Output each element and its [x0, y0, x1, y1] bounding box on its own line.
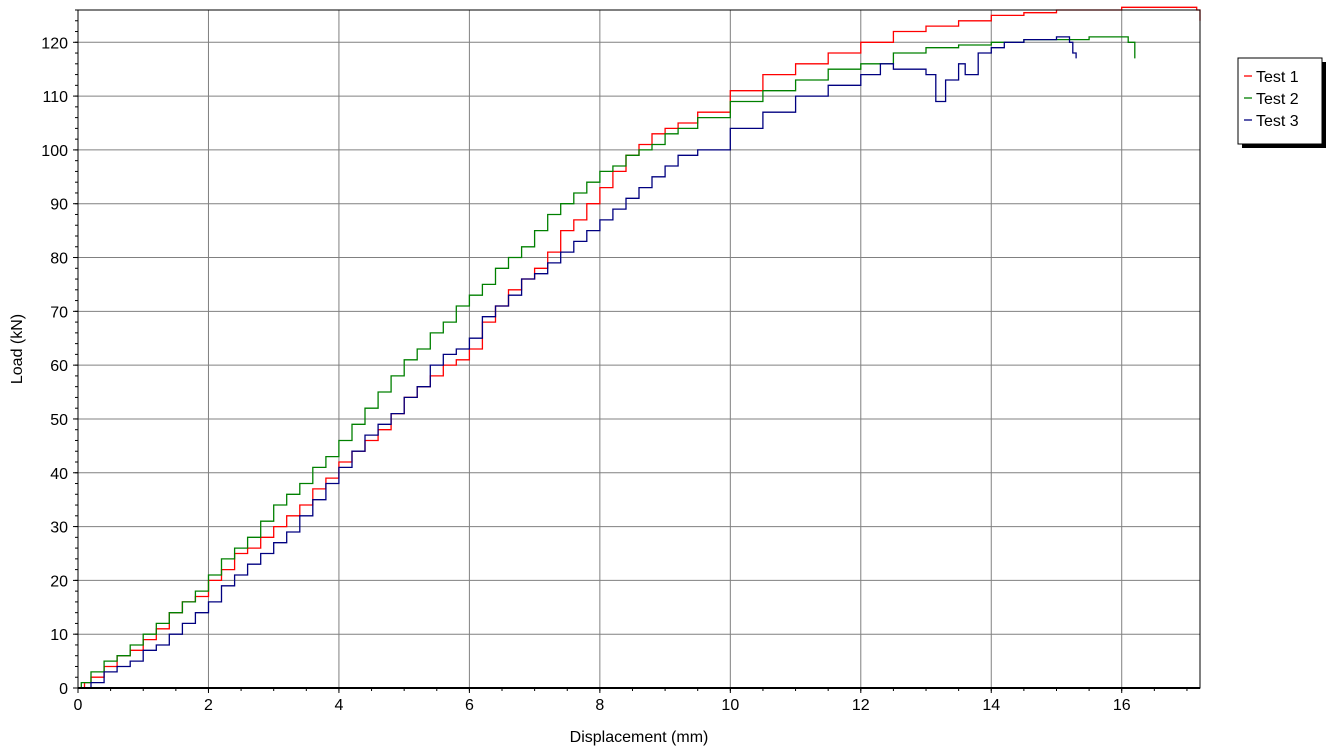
- x-tick-label: 10: [721, 697, 739, 714]
- x-axis-title: Displacement (mm): [570, 729, 709, 746]
- legend: Test 1 Test 2 Test 3: [1237, 57, 1326, 148]
- y-axis-title: Load (kN): [9, 314, 26, 384]
- y-tick-label: 30: [50, 520, 68, 537]
- series-line-test-2: [78, 36, 1136, 689]
- x-tick-label: 12: [852, 697, 870, 714]
- series-line-test-3: [78, 36, 1077, 689]
- y-tick-label: 0: [59, 681, 68, 698]
- y-tick-label: 120: [41, 35, 68, 52]
- y-tick-label: 100: [41, 143, 68, 160]
- y-tick-label: 50: [50, 412, 68, 429]
- x-tick-label: 0: [74, 697, 83, 714]
- y-tick-label: 60: [50, 358, 68, 375]
- x-tick-label: 4: [334, 697, 343, 714]
- y-tick-label: 80: [50, 251, 68, 268]
- y-tick-label: 20: [50, 573, 68, 590]
- series-lines: [78, 6, 1201, 689]
- x-tick-label: 16: [1113, 697, 1131, 714]
- x-tick-label: 6: [465, 697, 474, 714]
- legend-label: Test 3: [1256, 113, 1299, 130]
- x-tick-label: 8: [595, 697, 604, 714]
- x-tick-label: 2: [204, 697, 213, 714]
- y-tick-label: 10: [50, 627, 68, 644]
- legend-box: [1237, 57, 1323, 145]
- legend-label: Test 1: [1256, 69, 1299, 86]
- y-tick-label: 70: [50, 304, 68, 321]
- y-tick-label: 90: [50, 197, 68, 214]
- x-tick-label: 14: [982, 697, 1000, 714]
- legend-label: Test 2: [1256, 91, 1299, 108]
- y-tick-label: 110: [42, 89, 68, 106]
- series-line-test-1: [78, 6, 1201, 689]
- y-tick-label: 40: [50, 466, 68, 483]
- axes: 0 2 4 6 8 10 12 14 16 0 10 20 30 40 50 60 70 80 90 100 110 12…: [41, 9, 1200, 714]
